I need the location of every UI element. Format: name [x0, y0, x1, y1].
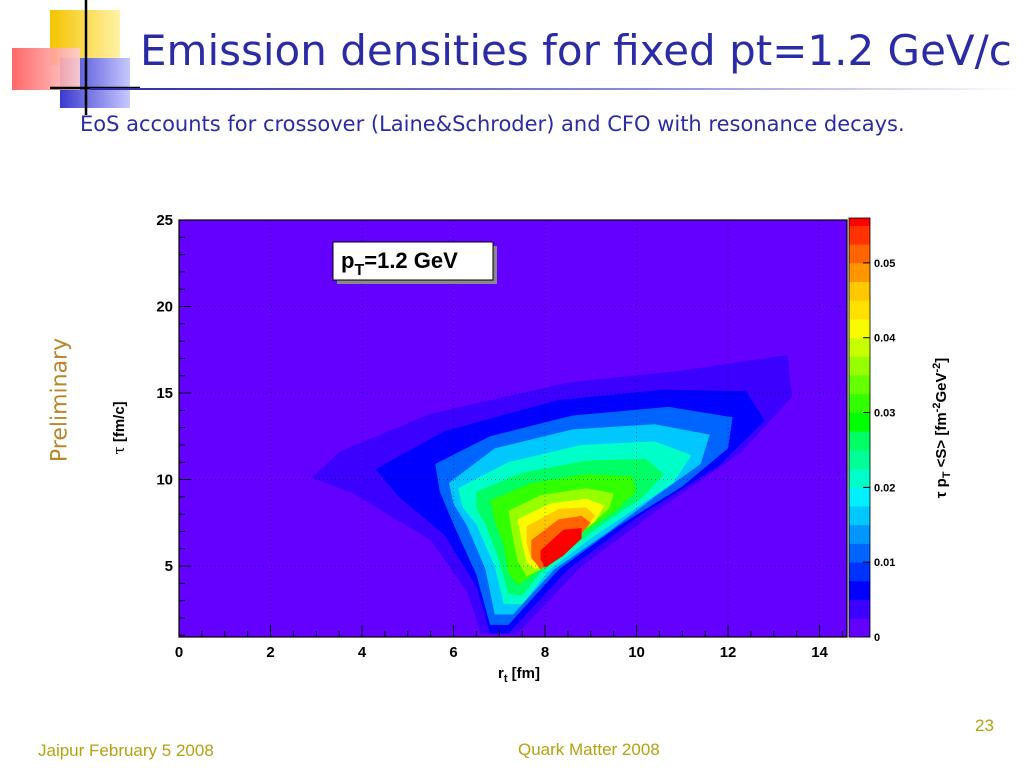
- x-axis-label-sub: t: [504, 673, 508, 685]
- colorbar-segment-15: [849, 337, 870, 357]
- logo-red-square: [12, 48, 80, 90]
- colorbar-segment-9: [849, 449, 870, 470]
- colorbar-segment-0: [849, 618, 870, 638]
- colorbar-segment-12: [849, 393, 870, 413]
- z-label-mid2: GeV: [933, 373, 950, 403]
- slide-subtitle: EoS accounts for crossover (Laine&Schrod…: [80, 112, 905, 136]
- colorbar-segment-8: [849, 468, 870, 488]
- pt-label-box: pT=1.2 GeV: [332, 241, 497, 284]
- footer-conference: Quark Matter 2008: [518, 740, 660, 759]
- pt-label-main: p: [341, 248, 354, 273]
- colorbar: 0 0.01 0.02 0.03 0.04 0.05: [848, 217, 896, 644]
- contour-level-11: [540, 528, 582, 568]
- plot-frame: [178, 219, 848, 638]
- colorbar-segment-5: [849, 524, 870, 544]
- z-label-sup2: -2: [931, 363, 943, 373]
- x-axis-label-main: r: [498, 665, 504, 682]
- y-tick-label-1: 10: [156, 472, 173, 489]
- colorbar-segment-2: [849, 580, 870, 600]
- colorbar-segment-18: [849, 281, 870, 301]
- footer-date: Jaipur February 5 2008: [38, 741, 214, 760]
- colorbar-tick-label-0: 0: [874, 632, 880, 644]
- x-axis-label-rest: [fm]: [508, 665, 541, 682]
- colorbar-segment-7: [849, 487, 870, 507]
- colorbar-tick-label-5: 0.05: [874, 258, 895, 270]
- z-label-sup1: -2: [931, 403, 943, 413]
- colorbar-frame: [848, 217, 871, 638]
- y-axis-label-rest: [fm/c]: [111, 401, 128, 446]
- colorbar-segment-17: [849, 300, 870, 320]
- z-label-post: ]: [933, 358, 950, 363]
- x-tick-label-4: 8: [541, 644, 549, 661]
- colorbar-tick-label-3: 0.03: [874, 408, 895, 420]
- x-axis-label: rt [fm]: [498, 665, 540, 685]
- slide-logo: [12, 0, 140, 115]
- title-underline: [90, 88, 1020, 90]
- colorbar-segment-16: [849, 319, 870, 339]
- colorbar-segment-20: [849, 244, 870, 264]
- colorbar-tick-label-1: 0.01: [874, 557, 895, 569]
- y-tick-label-4: 25: [156, 212, 173, 229]
- y-tick-label-2: 15: [156, 385, 173, 402]
- colorbar-segment-13: [849, 375, 870, 395]
- colorbar-segment-3: [849, 562, 870, 582]
- colorbar-segment-1: [849, 599, 870, 619]
- svg-text:pT=1.2 GeV: pT=1.2 GeV: [341, 248, 458, 279]
- z-label-sub: T: [941, 471, 953, 478]
- x-tick-label-1: 2: [266, 644, 274, 661]
- colorbar-segment-6: [849, 506, 870, 526]
- y-tick-label-3: 20: [156, 299, 173, 316]
- colorbar-tick-label-4: 0.04: [874, 333, 896, 345]
- x-tick-label-0: 0: [175, 644, 183, 661]
- y-axis-label-symbol: τ: [110, 446, 128, 454]
- colorbar-segment-4: [849, 543, 870, 563]
- colorbar-segment-11: [849, 412, 870, 432]
- colorbar-segment-19: [849, 262, 870, 282]
- pt-label-rest: =1.2 GeV: [364, 248, 458, 273]
- y-tick-label-0: 5: [165, 558, 173, 575]
- z-label-pre: τ p: [933, 478, 950, 498]
- colorbar-segment-22: [849, 218, 870, 226]
- colorbar-segment-10: [849, 431, 870, 451]
- colorbar-segment-21: [849, 225, 870, 245]
- y-axis-label: τ [fm/c]: [110, 401, 128, 454]
- x-tick-label-7: 14: [811, 644, 828, 661]
- page-number: 23: [975, 716, 994, 735]
- x-tick-label-5: 10: [628, 644, 645, 661]
- heatmap-contours: [179, 220, 847, 637]
- colorbar-label: τ pT <S> [fm-2GeV-2]: [931, 358, 953, 499]
- colorbar-segment-14: [849, 356, 870, 376]
- x-tick-label-6: 12: [720, 644, 737, 661]
- z-label-mid: <S> [fm: [933, 412, 950, 471]
- x-tick-label-2: 4: [358, 644, 367, 661]
- pt-label-sub: T: [354, 262, 364, 279]
- slide-title: Emission densities for fixed pt=1.2 GeV/…: [140, 26, 1012, 75]
- colorbar-tick-label-2: 0.02: [874, 482, 895, 494]
- plot-axes: 0 2 4 6 8 10 12 14 5 10 15 20 25: [156, 212, 843, 661]
- x-tick-label-3: 6: [449, 644, 457, 661]
